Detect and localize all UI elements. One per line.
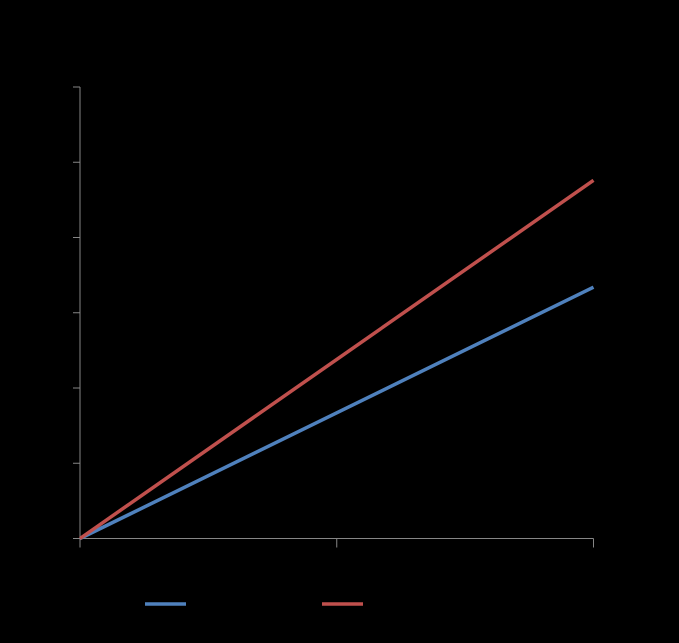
series-line	[79, 285, 595, 541]
series-line	[78, 178, 595, 540]
